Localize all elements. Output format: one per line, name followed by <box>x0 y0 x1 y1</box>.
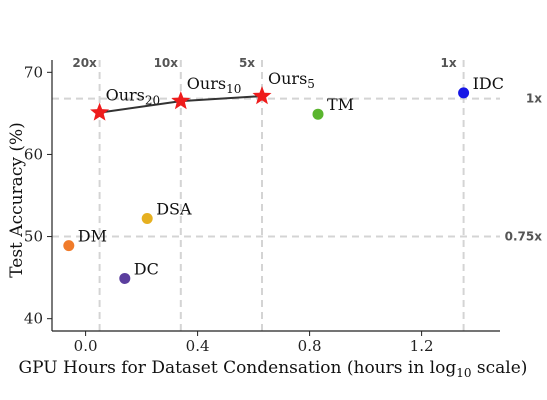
y-tick-label-2: 60 <box>24 145 43 163</box>
ours-label-subscript: 10 <box>226 82 241 96</box>
ours-point-label-20: Ours20 <box>106 86 161 108</box>
point-label-idc: IDC <box>473 74 504 93</box>
x-axis-title-main: GPU Hours for Dataset Condensation (hour… <box>19 358 457 378</box>
ours-label-main: Ours <box>106 86 145 105</box>
x-axis-title: GPU Hours for Dataset Condensation (hour… <box>19 358 528 380</box>
x-tick-label-0: 0.0 <box>74 337 98 355</box>
x-tick-label-3: 1.2 <box>410 337 434 355</box>
x-tick-label-2: 0.8 <box>298 337 322 355</box>
ours-label-main: Ours <box>268 69 307 88</box>
point-label-dsa: DSA <box>156 199 192 218</box>
horizontal-ref-label-0: 1x <box>526 92 542 106</box>
ours-point-label-10: Ours10 <box>187 74 242 96</box>
point-tm <box>312 108 324 120</box>
axes: 40 50 60 70 0.0 0.4 0.8 1.2 <box>24 60 500 355</box>
y-tick-label-0: 40 <box>24 310 43 328</box>
point-label-dm: DM <box>78 227 107 246</box>
ours-star-marker-5 <box>252 86 272 105</box>
ours-point-label-5: Ours5 <box>268 69 315 91</box>
point-dc <box>119 272 131 284</box>
horizontal-ref-label-1: 0.75x <box>505 230 543 244</box>
point-dsa <box>141 212 153 224</box>
point-dm <box>63 240 75 252</box>
x-axis-title-subscript: 10 <box>456 366 471 380</box>
ours-label-main: Ours <box>187 74 226 93</box>
y-tick-label-3: 70 <box>24 63 43 81</box>
y-tick-label-1: 50 <box>24 228 43 246</box>
x-axis-title-tail: scale) <box>472 358 528 378</box>
vertical-ref-label-0: 20x <box>72 56 97 70</box>
y-axis-title: Test Accuracy (%) <box>7 122 27 278</box>
ours-star-marker-10 <box>171 91 191 110</box>
point-idc <box>458 87 470 99</box>
reference-lines: 20x 10x 5x 1x 1x 0.75x <box>52 56 542 331</box>
x-tick-label-1: 0.4 <box>186 337 210 355</box>
ours-label-subscript: 20 <box>145 94 160 108</box>
vertical-ref-label-2: 5x <box>239 56 255 70</box>
ours-star-marker-20 <box>90 102 110 121</box>
vertical-ref-label-3: 1x <box>441 56 457 70</box>
point-label-dc: DC <box>134 259 159 278</box>
point-label-tm: TM <box>327 95 354 114</box>
ours-label-subscript: 5 <box>307 77 315 91</box>
vertical-ref-label-1: 10x <box>154 56 179 70</box>
